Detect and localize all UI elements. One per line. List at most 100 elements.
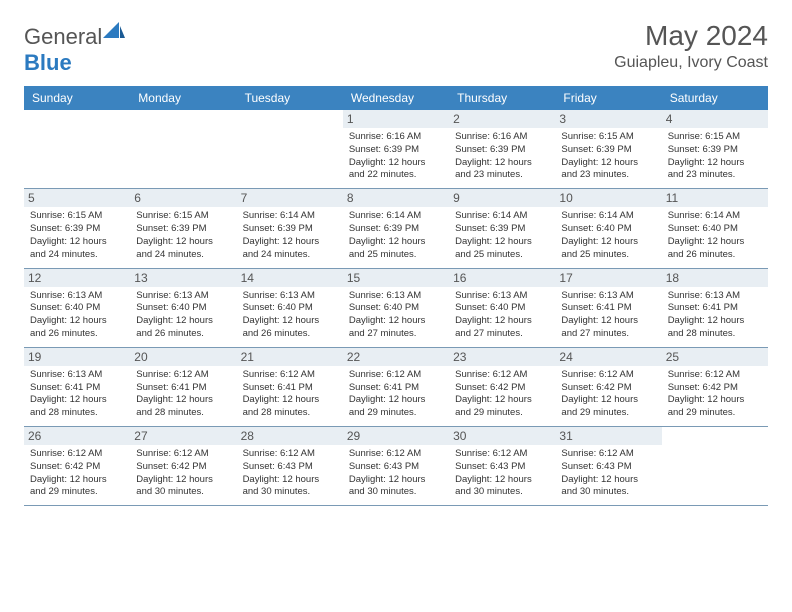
day-number: 6	[130, 189, 236, 207]
daylight-text: Daylight: 12 hours and 30 minutes.	[136, 474, 230, 500]
weekday-header-row: Sunday Monday Tuesday Wednesday Thursday…	[24, 86, 768, 110]
sunrise-text: Sunrise: 6:14 AM	[561, 210, 655, 223]
calendar-cell: 20Sunrise: 6:12 AMSunset: 6:41 PMDayligh…	[130, 348, 236, 426]
calendar-cell: 22Sunrise: 6:12 AMSunset: 6:41 PMDayligh…	[343, 348, 449, 426]
day-details: Sunrise: 6:13 AMSunset: 6:41 PMDaylight:…	[561, 290, 655, 341]
sunrise-text: Sunrise: 6:13 AM	[243, 290, 337, 303]
daylight-text: Daylight: 12 hours and 24 minutes.	[136, 236, 230, 262]
sunset-text: Sunset: 6:42 PM	[30, 461, 124, 474]
sunrise-text: Sunrise: 6:14 AM	[455, 210, 549, 223]
sunset-text: Sunset: 6:40 PM	[136, 302, 230, 315]
calendar-page: GeneralBlue May 2024 Guiapleu, Ivory Coa…	[0, 0, 792, 526]
sunrise-text: Sunrise: 6:13 AM	[561, 290, 655, 303]
calendar-row: 5Sunrise: 6:15 AMSunset: 6:39 PMDaylight…	[24, 189, 768, 268]
calendar-cell: 21Sunrise: 6:12 AMSunset: 6:41 PMDayligh…	[237, 348, 343, 426]
daylight-text: Daylight: 12 hours and 24 minutes.	[30, 236, 124, 262]
sunrise-text: Sunrise: 6:15 AM	[136, 210, 230, 223]
daylight-text: Daylight: 12 hours and 23 minutes.	[561, 157, 655, 183]
calendar-cell: 17Sunrise: 6:13 AMSunset: 6:41 PMDayligh…	[555, 269, 661, 347]
sunrise-text: Sunrise: 6:16 AM	[455, 131, 549, 144]
daylight-text: Daylight: 12 hours and 30 minutes.	[349, 474, 443, 500]
daylight-text: Daylight: 12 hours and 26 minutes.	[668, 236, 762, 262]
calendar-cell: 26Sunrise: 6:12 AMSunset: 6:42 PMDayligh…	[24, 427, 130, 505]
calendar-row: 26Sunrise: 6:12 AMSunset: 6:42 PMDayligh…	[24, 427, 768, 506]
daylight-text: Daylight: 12 hours and 26 minutes.	[243, 315, 337, 341]
sunset-text: Sunset: 6:41 PM	[136, 382, 230, 395]
sunrise-text: Sunrise: 6:12 AM	[561, 369, 655, 382]
sunrise-text: Sunrise: 6:12 AM	[349, 448, 443, 461]
day-number: 30	[449, 427, 555, 445]
day-number: 23	[449, 348, 555, 366]
sunrise-text: Sunrise: 6:12 AM	[136, 369, 230, 382]
sunset-text: Sunset: 6:39 PM	[136, 223, 230, 236]
calendar-cell: 16Sunrise: 6:13 AMSunset: 6:40 PMDayligh…	[449, 269, 555, 347]
daylight-text: Daylight: 12 hours and 23 minutes.	[455, 157, 549, 183]
sunset-text: Sunset: 6:41 PM	[243, 382, 337, 395]
calendar-cell: 10 Sunrise: 6:14 AMSunset: 6:40 PMDayligh…	[555, 189, 661, 267]
sunset-text: Sunset: 6:39 PM	[561, 144, 655, 157]
sunrise-text: Sunrise: 6:15 AM	[668, 131, 762, 144]
day-details: Sunrise: 6:12 AMSunset: 6:42 PMDaylight:…	[455, 369, 549, 420]
day-number: 9	[449, 189, 555, 207]
brand-text: GeneralBlue	[24, 24, 125, 76]
sunrise-text: Sunrise: 6:12 AM	[455, 369, 549, 382]
day-details: Sunrise: 6:12 AMSunset: 6:41 PMDaylight:…	[136, 369, 230, 420]
daylight-text: Daylight: 12 hours and 26 minutes.	[136, 315, 230, 341]
sunset-text: Sunset: 6:43 PM	[243, 461, 337, 474]
day-details: Sunrise: 6:14 AMSunset: 6:40 PMDaylight:…	[561, 210, 655, 261]
day-number: 10	[555, 189, 661, 207]
sunset-text: Sunset: 6:39 PM	[455, 223, 549, 236]
location-text: Guiapleu, Ivory Coast	[614, 54, 768, 72]
sunrise-text: Sunrise: 6:13 AM	[349, 290, 443, 303]
daylight-text: Daylight: 12 hours and 29 minutes.	[349, 394, 443, 420]
day-number: 14	[237, 269, 343, 287]
day-details: Sunrise: 6:13 AMSunset: 6:40 PMDaylight:…	[349, 290, 443, 341]
daylight-text: Daylight: 12 hours and 28 minutes.	[243, 394, 337, 420]
daylight-text: Daylight: 12 hours and 27 minutes.	[349, 315, 443, 341]
day-details: Sunrise: 6:12 AMSunset: 6:43 PMDaylight:…	[561, 448, 655, 499]
day-details: Sunrise: 6:12 AMSunset: 6:42 PMDaylight:…	[136, 448, 230, 499]
calendar-cell: 24 Sunrise: 6:12 AMSunset: 6:42 PMDayligh…	[555, 348, 661, 426]
day-details: Sunrise: 6:14 AMSunset: 6:39 PMDaylight:…	[243, 210, 337, 261]
daylight-text: Daylight: 12 hours and 25 minutes.	[349, 236, 443, 262]
day-details: Sunrise: 6:13 AMSunset: 6:40 PMDaylight:…	[243, 290, 337, 341]
day-number: 24	[555, 348, 661, 366]
calendar-cell: 1Sunrise: 6:16 AMSunset: 6:39 PMDaylight…	[343, 110, 449, 188]
daylight-text: Daylight: 12 hours and 22 minutes.	[349, 157, 443, 183]
daylight-text: Daylight: 12 hours and 30 minutes.	[561, 474, 655, 500]
brand-part1: General	[24, 24, 102, 49]
sunrise-text: Sunrise: 6:13 AM	[455, 290, 549, 303]
day-number: 8	[343, 189, 449, 207]
daylight-text: Daylight: 12 hours and 29 minutes.	[30, 474, 124, 500]
sunset-text: Sunset: 6:41 PM	[349, 382, 443, 395]
day-details: Sunrise: 6:16 AMSunset: 6:39 PMDaylight:…	[455, 131, 549, 182]
day-details: Sunrise: 6:13 AMSunset: 6:41 PMDaylight:…	[668, 290, 762, 341]
daylight-text: Daylight: 12 hours and 29 minutes.	[455, 394, 549, 420]
sunset-text: Sunset: 6:39 PM	[349, 223, 443, 236]
sunrise-text: Sunrise: 6:12 AM	[30, 448, 124, 461]
day-number: 31	[555, 427, 661, 445]
weekday-header: Friday	[555, 86, 661, 110]
calendar-cell: 27 Sunrise: 6:12 AMSunset: 6:42 PMDayligh…	[130, 427, 236, 505]
sunset-text: Sunset: 6:42 PM	[668, 382, 762, 395]
calendar-cell: 11Sunrise: 6:14 AMSunset: 6:40 PMDayligh…	[662, 189, 768, 267]
sunrise-text: Sunrise: 6:12 AM	[349, 369, 443, 382]
day-number: 15	[343, 269, 449, 287]
sunrise-text: Sunrise: 6:13 AM	[668, 290, 762, 303]
day-details: Sunrise: 6:16 AMSunset: 6:39 PMDaylight:…	[349, 131, 443, 182]
day-number: 13	[130, 269, 236, 287]
day-details: Sunrise: 6:12 AMSunset: 6:42 PMDaylight:…	[561, 369, 655, 420]
sunrise-text: Sunrise: 6:12 AM	[243, 369, 337, 382]
day-number: 27	[130, 427, 236, 445]
day-details: Sunrise: 6:14 AMSunset: 6:39 PMDaylight:…	[455, 210, 549, 261]
sunrise-text: Sunrise: 6:12 AM	[136, 448, 230, 461]
weekday-header: Saturday	[662, 86, 768, 110]
day-details: Sunrise: 6:15 AMSunset: 6:39 PMDaylight:…	[30, 210, 124, 261]
sunset-text: Sunset: 6:39 PM	[30, 223, 124, 236]
sail-icon	[103, 20, 125, 38]
calendar-cell	[130, 110, 236, 188]
weekday-header: Monday	[130, 86, 236, 110]
calendar-cell	[662, 427, 768, 505]
sunrise-text: Sunrise: 6:13 AM	[136, 290, 230, 303]
calendar-cell	[237, 110, 343, 188]
